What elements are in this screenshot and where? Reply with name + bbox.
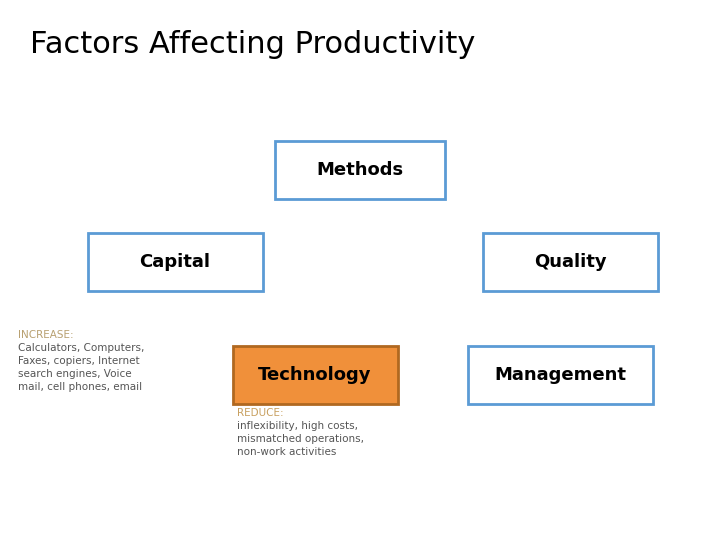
FancyBboxPatch shape <box>233 346 397 404</box>
Text: non-work activities: non-work activities <box>237 447 336 457</box>
Text: Calculators, Computers,: Calculators, Computers, <box>18 343 145 353</box>
Text: Methods: Methods <box>316 161 404 179</box>
Text: Technology: Technology <box>258 366 372 384</box>
Text: INCREASE:: INCREASE: <box>18 330 73 340</box>
Text: search engines, Voice: search engines, Voice <box>18 369 132 379</box>
Text: inflexibility, high costs,: inflexibility, high costs, <box>237 421 358 431</box>
Text: Factors Affecting Productivity: Factors Affecting Productivity <box>30 30 475 59</box>
FancyBboxPatch shape <box>482 233 657 291</box>
FancyBboxPatch shape <box>88 233 263 291</box>
Text: Quality: Quality <box>534 253 606 271</box>
FancyBboxPatch shape <box>275 141 445 199</box>
Text: mismatched operations,: mismatched operations, <box>237 434 364 444</box>
FancyBboxPatch shape <box>467 346 652 404</box>
Text: Management: Management <box>494 366 626 384</box>
Text: REDUCE:: REDUCE: <box>237 408 284 418</box>
Text: Faxes, copiers, Internet: Faxes, copiers, Internet <box>18 356 140 366</box>
Text: Capital: Capital <box>140 253 210 271</box>
Text: mail, cell phones, email: mail, cell phones, email <box>18 382 142 392</box>
